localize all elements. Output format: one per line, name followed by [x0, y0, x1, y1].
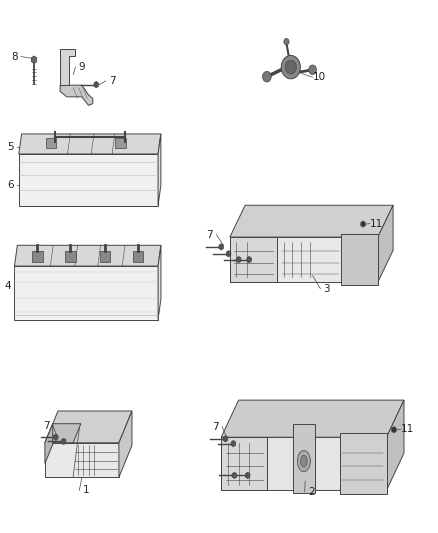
Text: 7: 7	[109, 76, 116, 86]
Text: 8: 8	[11, 52, 18, 61]
Polygon shape	[53, 434, 58, 440]
Bar	[14, 266, 158, 319]
Polygon shape	[230, 205, 393, 237]
Bar	[293, 424, 315, 493]
Bar	[230, 237, 378, 282]
Circle shape	[362, 222, 364, 225]
Bar	[45, 443, 119, 477]
Polygon shape	[158, 245, 161, 319]
Bar	[115, 139, 126, 148]
Text: 3: 3	[324, 284, 330, 294]
Bar	[19, 154, 158, 206]
Bar	[221, 437, 387, 490]
Bar	[133, 252, 143, 262]
Polygon shape	[232, 472, 237, 479]
Bar	[340, 433, 387, 495]
Polygon shape	[221, 400, 404, 437]
Text: 7: 7	[207, 230, 213, 240]
Polygon shape	[226, 251, 231, 257]
Polygon shape	[119, 411, 132, 477]
Polygon shape	[32, 56, 37, 63]
Polygon shape	[231, 440, 236, 447]
Polygon shape	[361, 221, 365, 227]
Polygon shape	[237, 256, 241, 263]
Ellipse shape	[300, 455, 307, 467]
Bar	[221, 437, 268, 490]
Polygon shape	[60, 49, 75, 85]
Ellipse shape	[297, 450, 311, 472]
Bar	[230, 237, 277, 282]
Text: 11: 11	[401, 424, 414, 434]
Polygon shape	[45, 424, 53, 464]
Polygon shape	[61, 438, 66, 445]
Bar	[65, 252, 76, 262]
Text: 9: 9	[78, 62, 85, 72]
Circle shape	[262, 71, 271, 82]
Polygon shape	[247, 256, 251, 263]
Circle shape	[285, 60, 297, 74]
Circle shape	[309, 65, 317, 75]
Polygon shape	[378, 205, 393, 282]
Bar	[341, 234, 378, 285]
Text: 11: 11	[370, 219, 383, 229]
Bar	[100, 252, 110, 262]
Polygon shape	[45, 424, 81, 443]
Text: 6: 6	[7, 181, 14, 190]
Polygon shape	[94, 82, 99, 88]
Bar	[32, 252, 42, 262]
Polygon shape	[14, 245, 161, 266]
Polygon shape	[60, 85, 93, 106]
Circle shape	[284, 38, 289, 45]
Circle shape	[281, 55, 300, 79]
Circle shape	[392, 428, 395, 431]
Text: 1: 1	[82, 485, 89, 495]
Text: 10: 10	[313, 72, 326, 82]
Polygon shape	[219, 244, 223, 250]
Text: 4: 4	[5, 281, 11, 291]
Text: 7: 7	[212, 422, 219, 432]
Bar	[46, 139, 56, 148]
Polygon shape	[245, 472, 250, 479]
Text: 5: 5	[7, 142, 14, 152]
Polygon shape	[223, 435, 228, 442]
Polygon shape	[387, 400, 404, 490]
Text: 2: 2	[308, 487, 314, 497]
Polygon shape	[392, 426, 396, 433]
Text: 7: 7	[43, 421, 49, 431]
Polygon shape	[158, 134, 161, 206]
Polygon shape	[19, 134, 161, 154]
Polygon shape	[45, 411, 132, 443]
